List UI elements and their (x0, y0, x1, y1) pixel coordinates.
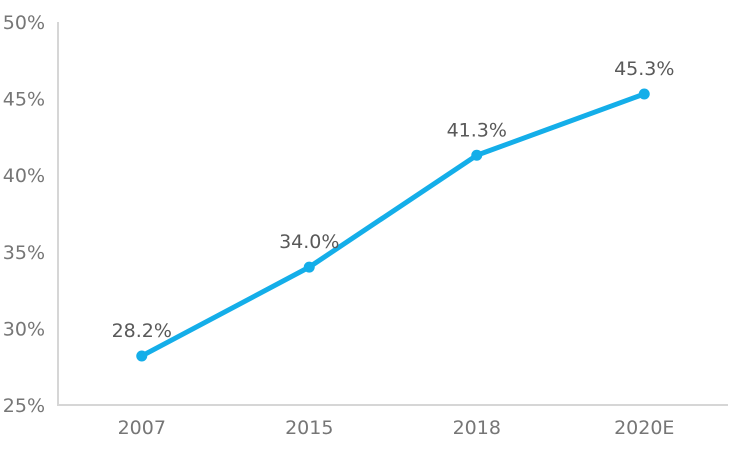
data-point-label: 28.2% (112, 320, 172, 342)
x-axis-tick-label: 2015 (285, 417, 333, 439)
y-axis-tick-label: 25% (3, 395, 45, 417)
x-axis-tick-label: 2007 (118, 417, 166, 439)
y-axis-tick-label: 40% (3, 165, 45, 187)
data-point-marker (136, 350, 148, 362)
data-point-marker (303, 261, 315, 273)
data-point-label: 45.3% (614, 58, 674, 80)
y-axis-tick-label: 45% (3, 89, 45, 111)
x-axis-tick-label: 2018 (453, 417, 501, 439)
data-point-marker (638, 88, 650, 100)
series-line (139, 91, 647, 359)
data-point-label: 41.3% (447, 119, 507, 141)
y-axis-tick-label: 50% (3, 12, 45, 34)
data-point-label: 34.0% (279, 231, 339, 253)
x-axis-tick-label: 2020E (614, 417, 674, 439)
data-point-marker (471, 149, 483, 161)
y-axis-tick-label: 35% (3, 242, 45, 264)
y-axis-tick-label: 30% (3, 318, 45, 340)
